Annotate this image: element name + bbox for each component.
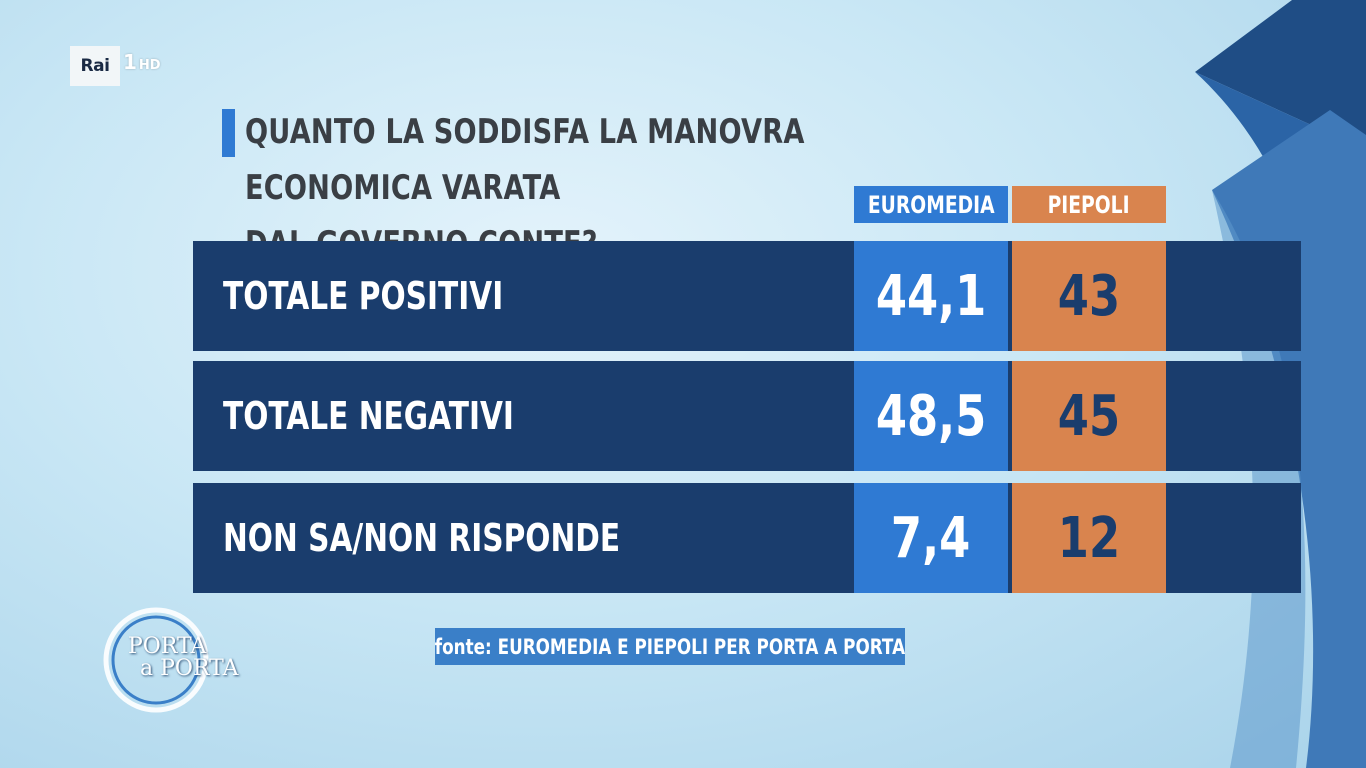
show-logo-line-1: PORTA xyxy=(128,634,207,659)
table-row: TOTALE POSITIVI 44,1 43 xyxy=(193,241,1301,351)
cell-value: 45 xyxy=(1057,383,1121,449)
channel-digit: 1 xyxy=(123,50,137,74)
table-row: NON SA/NON RISPONDE 7,4 12 xyxy=(193,483,1301,593)
show-logo-text: PORTA a PORTA xyxy=(128,636,238,680)
source-caption: fonte: EUROMEDIA E PIEPOLI PER PORTA A P… xyxy=(435,628,905,665)
column-header-euromedia: EUROMEDIA xyxy=(854,186,1008,223)
hd-label: HD xyxy=(138,58,161,73)
cell-euromedia: 44,1 xyxy=(854,241,1008,351)
cell-piepoli: 45 xyxy=(1012,361,1166,471)
show-logo-line-2: a PORTA xyxy=(140,656,239,681)
cell-piepoli: 12 xyxy=(1012,483,1166,593)
table-row: TOTALE NEGATIVI 48,5 45 xyxy=(193,361,1301,471)
title-accent-bar xyxy=(222,109,235,157)
row-label: TOTALE POSITIVI xyxy=(223,274,504,318)
row-label: TOTALE NEGATIVI xyxy=(223,394,514,438)
rai-logo: Rai xyxy=(70,46,120,86)
cell-value: 43 xyxy=(1057,263,1121,329)
title-line-1: QUANTO LA SODDISFA LA MANOVRA ECONOMICA … xyxy=(245,112,805,208)
porta-a-porta-ring-icon xyxy=(103,607,209,713)
cell-value: 7,4 xyxy=(891,505,971,571)
column-header-label: PIEPOLI xyxy=(1047,190,1130,219)
cell-piepoli: 43 xyxy=(1012,241,1166,351)
cell-value: 12 xyxy=(1057,505,1121,571)
cell-euromedia: 48,5 xyxy=(854,361,1008,471)
column-header-label: EUROMEDIA xyxy=(867,190,995,219)
channel-number: 1 HD xyxy=(123,50,161,74)
cell-value: 48,5 xyxy=(875,383,987,449)
cell-euromedia: 7,4 xyxy=(854,483,1008,593)
row-label: NON SA/NON RISPONDE xyxy=(223,516,621,560)
cell-value: 44,1 xyxy=(875,263,987,329)
column-header-piepoli: PIEPOLI xyxy=(1012,186,1166,223)
source-text: fonte: EUROMEDIA E PIEPOLI PER PORTA A P… xyxy=(434,634,906,659)
